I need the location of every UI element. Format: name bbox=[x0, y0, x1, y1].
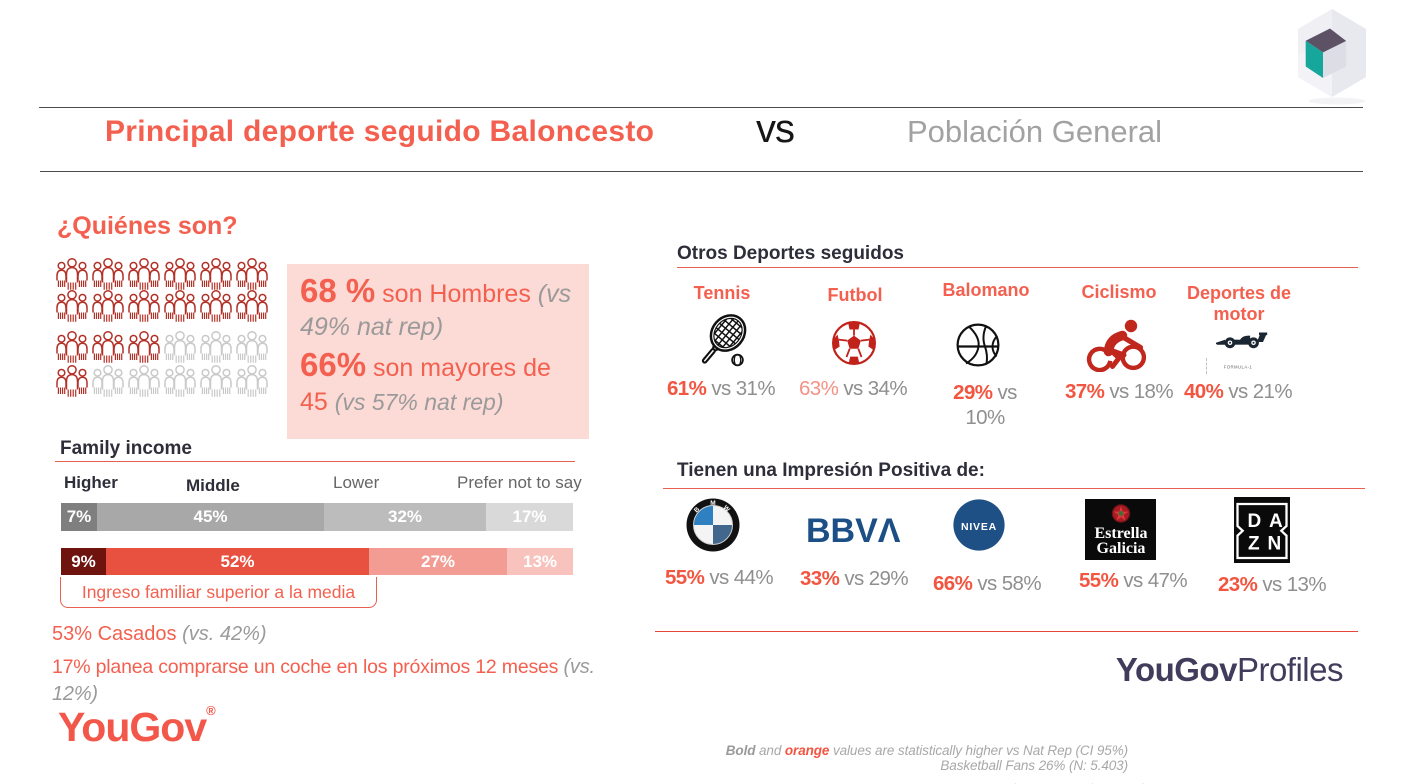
svg-text:N: N bbox=[1268, 534, 1282, 555]
svg-text:NIVEA: NIVEA bbox=[961, 521, 997, 533]
svg-text:D: D bbox=[1248, 511, 1262, 532]
svg-text:B: B bbox=[693, 506, 701, 514]
svg-text:Z: Z bbox=[1248, 534, 1260, 555]
svg-text:A: A bbox=[1269, 511, 1283, 532]
svg-text:Estrella: Estrella bbox=[1094, 525, 1147, 542]
svg-text:W: W bbox=[722, 504, 732, 514]
svg-text:M: M bbox=[710, 500, 715, 507]
svg-text:FORMULA-1: FORMULA-1 bbox=[1224, 365, 1253, 370]
svg-text:Galicia: Galicia bbox=[1097, 540, 1146, 557]
